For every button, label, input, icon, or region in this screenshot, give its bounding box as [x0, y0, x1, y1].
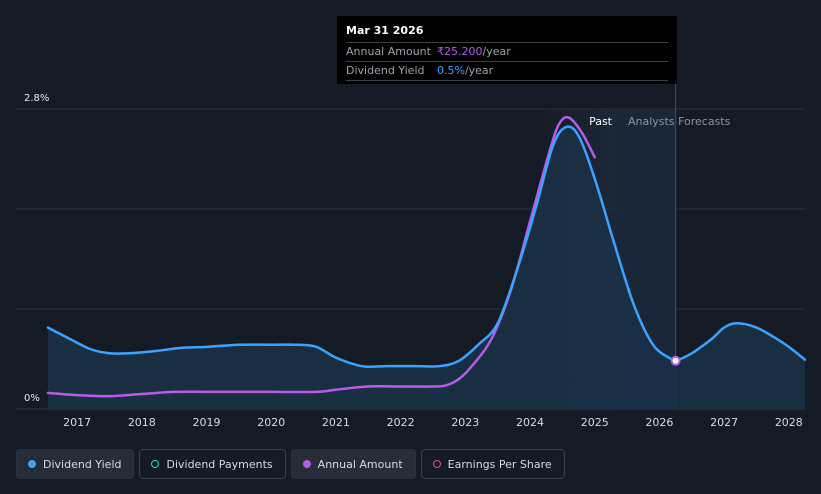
legend: Dividend Yield Dividend Payments Annual …	[16, 449, 570, 479]
highlight-point	[670, 355, 681, 366]
tooltip-yield-value: 0.5%	[437, 64, 465, 77]
tooltip-date: Mar 31 2026	[346, 24, 424, 37]
past-label: Past	[589, 115, 613, 128]
tooltip: Mar 31 2026 Annual Amount ₹25.200 /year …	[337, 16, 677, 84]
x-tick-2023: 2023	[451, 416, 479, 429]
legend-dividend-payments[interactable]: Dividend Payments	[139, 449, 286, 479]
legend-earnings-per-share[interactable]: Earnings Per Share	[420, 449, 565, 479]
tooltip-yield-unit: /year	[464, 64, 494, 77]
x-tick-2020: 2020	[257, 416, 285, 429]
x-tick-2017: 2017	[63, 416, 91, 429]
x-tick-2025: 2025	[581, 416, 609, 429]
legend-label: Annual Amount	[317, 457, 403, 471]
x-tick-2018: 2018	[128, 416, 156, 429]
x-tick-2022: 2022	[387, 416, 415, 429]
y-tick-top: 2.8%	[24, 93, 49, 104]
series-lines	[46, 115, 807, 398]
annual-amount-line	[46, 115, 596, 398]
yield-area	[48, 126, 805, 409]
legend-annual-amount[interactable]: Annual Amount	[290, 449, 416, 479]
dividend-payments-dot-icon	[151, 460, 160, 468]
x-tick-2027: 2027	[710, 416, 738, 429]
x-tick-2021: 2021	[322, 416, 350, 429]
legend-label: Dividend Yield	[43, 457, 122, 471]
legend-label: Earnings Per Share	[447, 457, 552, 471]
tooltip-row-yield: Dividend Yield 0.5% /year	[346, 61, 668, 80]
x-tick-2019: 2019	[193, 416, 221, 429]
annual-amount-dot-icon	[302, 460, 311, 468]
tooltip-row-amount: Annual Amount ₹25.200 /year	[346, 42, 668, 61]
earnings-per-share-dot-icon	[432, 460, 441, 468]
x-axis-ticks: 2017 2018 2019 2020 2021 2022 2023 2024 2025 2026…	[63, 416, 803, 429]
axis-labels: 2.8% 0% Past Analysts Forecasts	[24, 93, 731, 404]
legend-label: Dividend Payments	[166, 457, 273, 471]
y-tick-bottom: 0%	[24, 393, 40, 404]
tooltip-yield-key: Dividend Yield	[346, 64, 425, 77]
highlight-marker	[670, 355, 681, 366]
tooltip-amount-unit: /year	[482, 45, 511, 58]
tooltip-amount-key: Annual Amount	[346, 45, 431, 58]
tooltip-divider	[346, 80, 668, 86]
dividend-yield-dot-icon	[28, 460, 36, 468]
x-tick-2028: 2028	[775, 416, 803, 429]
x-tick-2026: 2026	[645, 416, 673, 429]
x-tick-2024: 2024	[516, 416, 544, 429]
yield-area-fill	[48, 126, 805, 409]
tooltip-amount-value: ₹25.200	[437, 45, 483, 58]
legend-dividend-yield[interactable]: Dividend Yield	[16, 449, 135, 479]
dividend-yield-line	[46, 125, 807, 369]
forecast-label: Analysts Forecasts	[628, 115, 731, 128]
